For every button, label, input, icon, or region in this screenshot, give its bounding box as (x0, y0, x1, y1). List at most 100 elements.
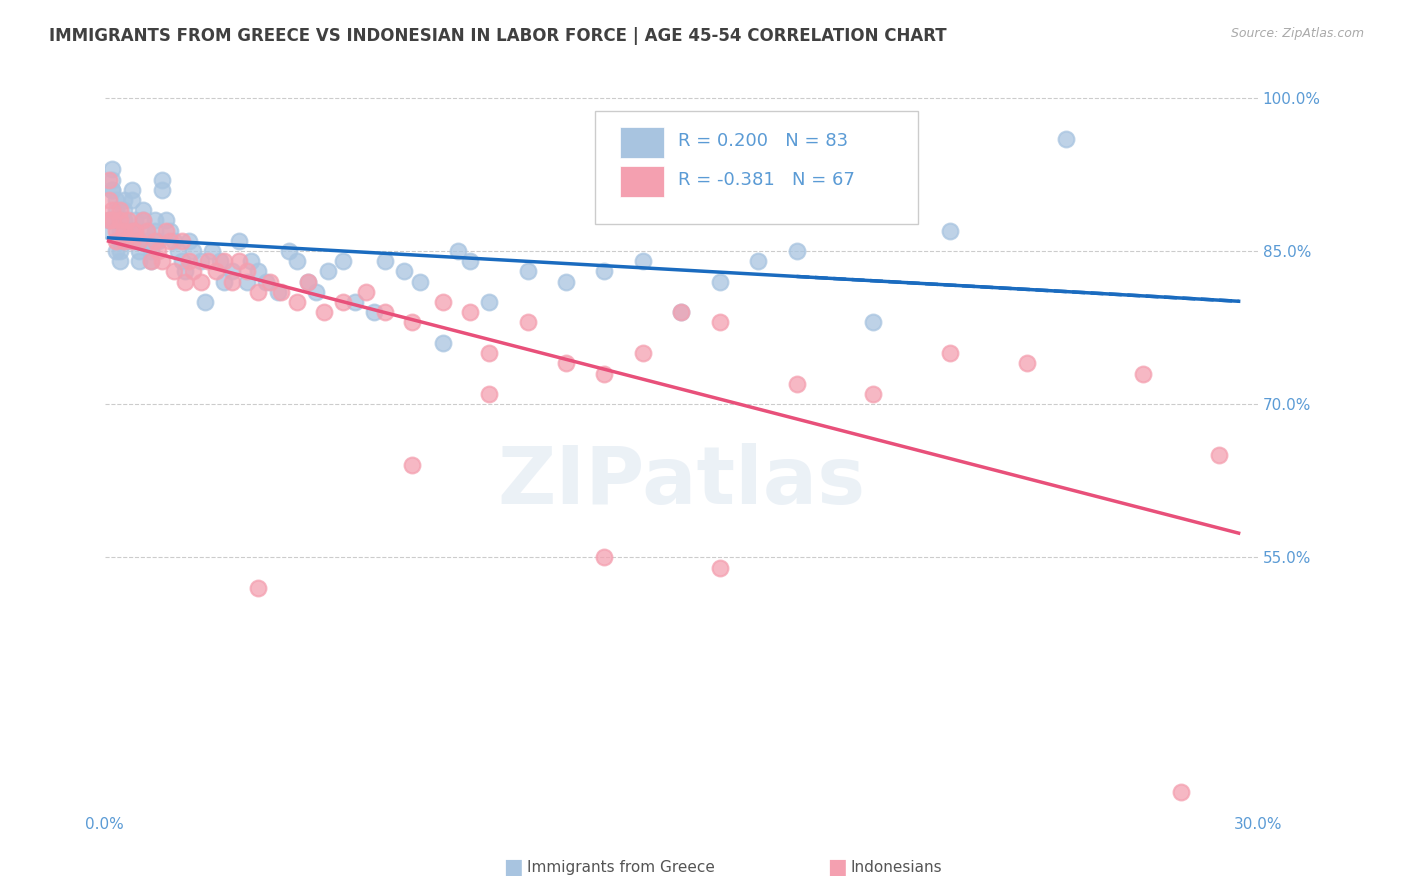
Point (139, 254, 162, 268)
Point (121, 234, 143, 248)
Text: ■: ■ (827, 857, 846, 877)
Text: Indonesians: Indonesians (851, 860, 942, 874)
Point (332, 295, 354, 310)
Point (1170, 785, 1192, 799)
Point (150, 183, 173, 197)
Point (236, 264, 259, 278)
Point (124, 224, 146, 238)
Point (139, 244, 162, 258)
Point (332, 254, 354, 268)
Point (631, 346, 654, 360)
Point (163, 234, 186, 248)
Point (148, 234, 170, 248)
Point (671, 305, 693, 319)
Point (266, 285, 288, 299)
Bar (620, 167, 664, 197)
Point (709, 560, 731, 574)
Point (166, 244, 188, 258)
Point (174, 275, 197, 289)
Point (312, 305, 335, 319)
Text: ZIPatlas: ZIPatlas (498, 442, 865, 521)
Point (97, 224, 120, 238)
Point (105, 213, 128, 227)
Point (136, 224, 159, 238)
Point (197, 254, 219, 268)
Point (516, 316, 538, 330)
Point (254, 275, 277, 289)
Point (132, 213, 155, 227)
Point (555, 275, 578, 289)
Point (128, 234, 150, 248)
Point (159, 224, 181, 238)
Point (128, 244, 150, 258)
Point (112, 193, 135, 207)
Bar (620, 128, 664, 158)
Point (101, 162, 124, 177)
Point (124, 224, 146, 238)
Point (401, 458, 423, 473)
Point (143, 213, 166, 227)
Point (108, 234, 131, 248)
Point (447, 244, 470, 258)
Point (108, 244, 131, 258)
Point (1017, 356, 1039, 370)
Point (181, 244, 204, 258)
Point (278, 244, 301, 258)
Point (148, 244, 170, 258)
Point (631, 254, 654, 268)
Text: ■: ■ (503, 857, 523, 877)
Point (132, 203, 155, 218)
Point (432, 335, 454, 350)
Point (105, 203, 128, 218)
Point (432, 295, 454, 310)
Point (97, 213, 120, 227)
Point (112, 203, 135, 218)
Point (179, 254, 201, 268)
Point (128, 254, 150, 268)
Point (363, 305, 385, 319)
Point (128, 234, 150, 248)
Point (105, 234, 128, 248)
Point (221, 264, 243, 278)
Point (174, 264, 197, 278)
Point (108, 203, 131, 218)
Point (117, 224, 139, 238)
Point (170, 254, 193, 268)
Point (194, 295, 217, 310)
Point (101, 203, 124, 218)
Point (374, 305, 396, 319)
Point (862, 387, 884, 401)
Point (247, 285, 270, 299)
Point (1132, 367, 1154, 381)
Point (108, 224, 131, 238)
Point (181, 264, 204, 278)
Text: IMMIGRANTS FROM GREECE VS INDONESIAN IN LABOR FORCE | AGE 45-54 CORRELATION CHAR: IMMIGRANTS FROM GREECE VS INDONESIAN IN … (49, 27, 946, 45)
Point (163, 264, 186, 278)
Point (190, 275, 212, 289)
Point (190, 254, 212, 268)
Point (709, 275, 731, 289)
Point (101, 183, 124, 197)
Point (259, 275, 281, 289)
Point (401, 316, 423, 330)
Point (97, 172, 120, 186)
Point (121, 183, 143, 197)
Point (208, 254, 231, 268)
Point (150, 254, 173, 268)
Point (124, 213, 146, 227)
Point (239, 254, 262, 268)
Point (478, 387, 501, 401)
Point (236, 275, 259, 289)
Point (1208, 448, 1230, 462)
Point (221, 275, 243, 289)
Point (201, 244, 224, 258)
Point (112, 234, 135, 248)
Point (747, 254, 769, 268)
Point (212, 275, 235, 289)
Point (939, 224, 962, 238)
Point (593, 550, 616, 565)
Point (343, 295, 366, 310)
Point (117, 213, 139, 227)
Point (247, 264, 270, 278)
Point (478, 295, 501, 310)
